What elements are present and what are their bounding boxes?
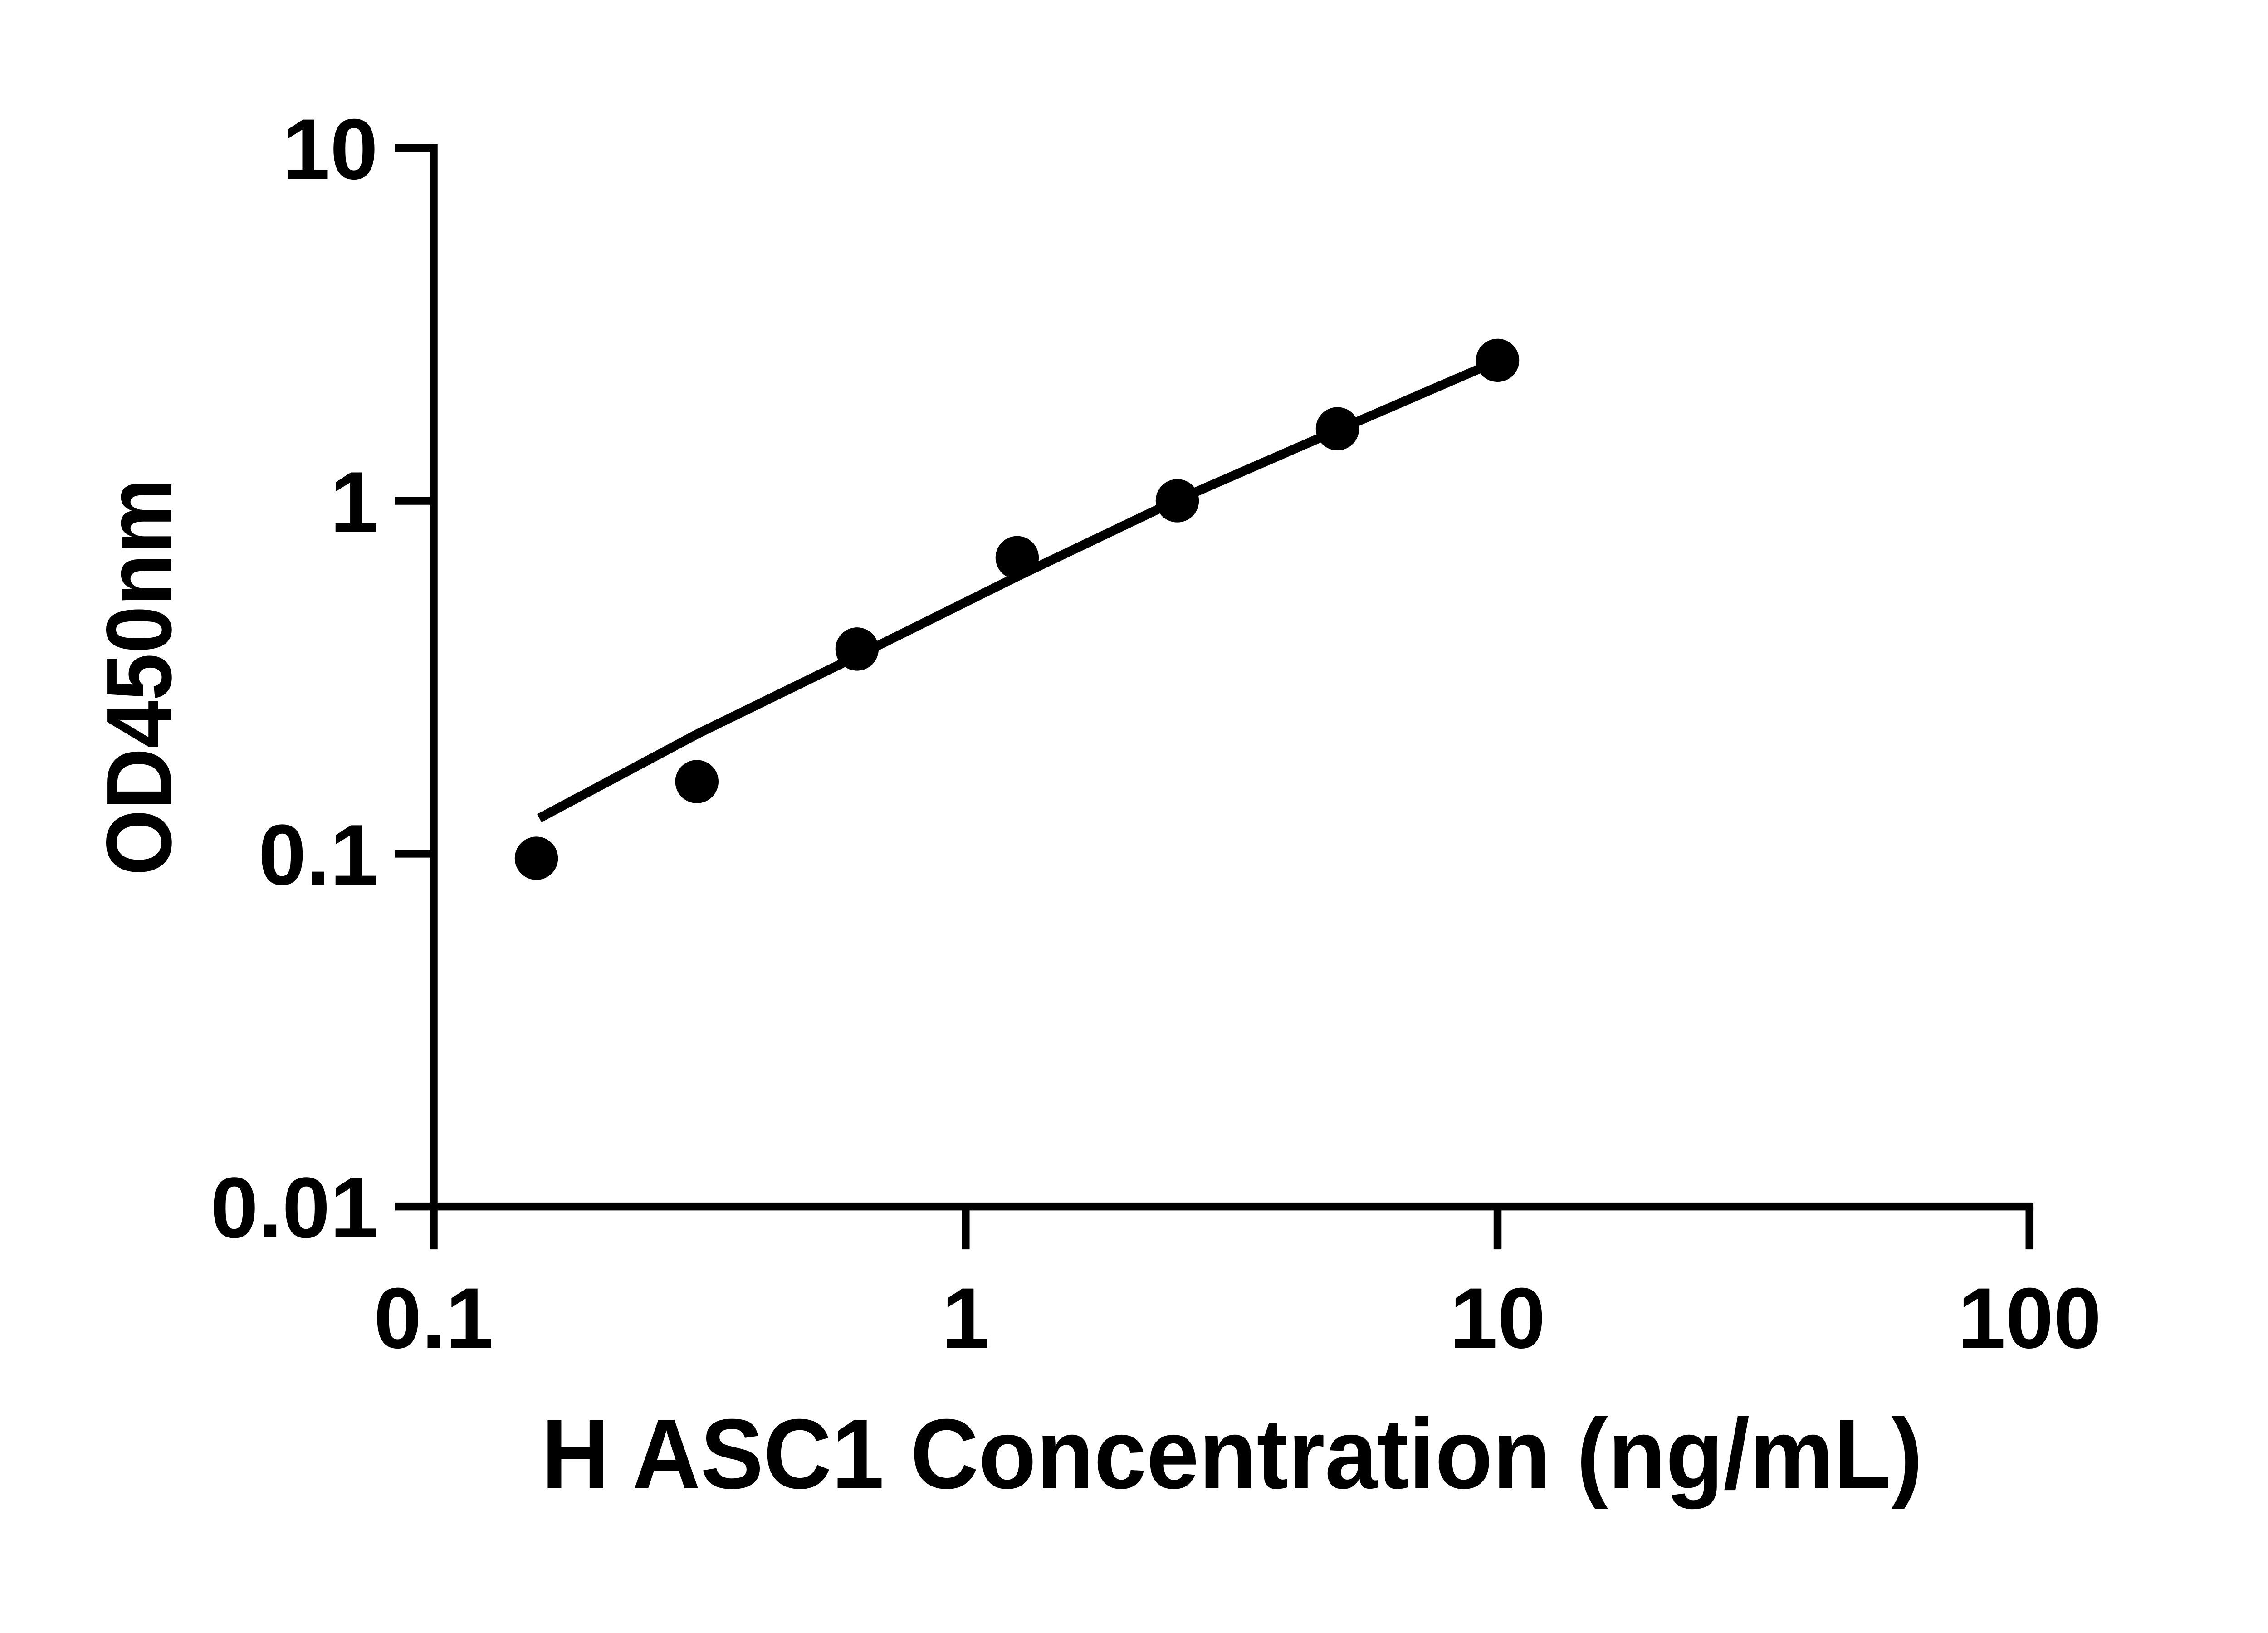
data-point (1315, 407, 1359, 450)
y-axis-title: OD450nm (88, 478, 191, 875)
data-point (1476, 338, 1520, 382)
x-tick-label: 100 (1958, 1270, 2102, 1366)
ticks-layer: 0.01 0.1 1 10 0.1 1 10 100 (210, 101, 2102, 1366)
elisa-standard-curve-figure: 0.01 0.1 1 10 0.1 1 10 100 H ASC1 Concentration… (87, 101, 2102, 1510)
data-point (1155, 479, 1199, 523)
standard-curve-chart: 0.01 0.1 1 10 0.1 1 10 100 H ASC1 Concentration… (87, 101, 2102, 1510)
data-point (675, 760, 719, 803)
x-axis-title: H ASC1 Concentration (ng/mL) (542, 1399, 1923, 1510)
x-tick-label: 10 (1450, 1270, 1545, 1366)
x-tick-label: 0.1 (374, 1270, 494, 1366)
y-tick-label: 10 (282, 101, 378, 197)
axes-layer (430, 144, 2034, 1211)
y-tick-label: 0.1 (258, 807, 378, 903)
x-tick-label: 1 (942, 1270, 990, 1366)
y-tick-label: 0.01 (210, 1160, 378, 1256)
data-point (995, 536, 1039, 580)
data-point (514, 836, 558, 880)
data-point (835, 627, 879, 671)
series-layer (514, 338, 1520, 880)
y-tick-label: 1 (330, 454, 378, 550)
